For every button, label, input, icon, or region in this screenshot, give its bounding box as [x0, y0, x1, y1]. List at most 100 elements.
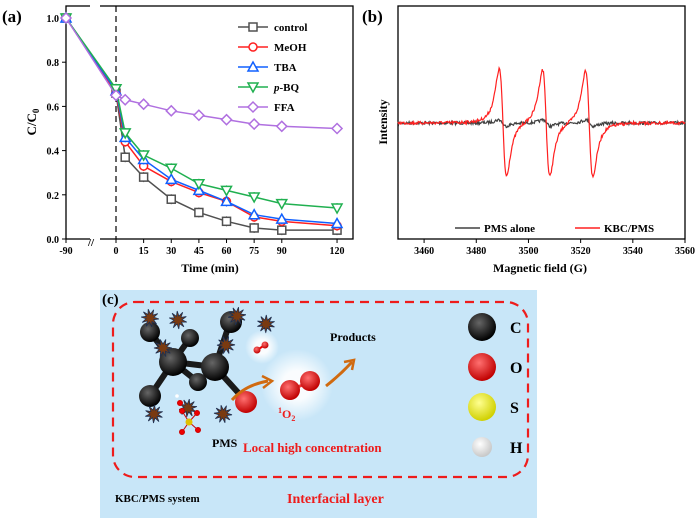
singlet-oxygen-label: 1O2 — [278, 406, 295, 423]
data-point — [275, 120, 288, 133]
x-tick-label: 0 — [114, 246, 119, 257]
data-point — [275, 198, 289, 211]
system-label: KBC/PMS system — [115, 493, 200, 505]
atom-legend-c-icon — [468, 313, 496, 341]
legend-label: control — [274, 22, 307, 34]
y-tick-label: 0.0 — [47, 235, 60, 246]
series-line — [65, 17, 338, 231]
panel-a-chart: (a) // -90 0 15 30 45 60 75 90 120 0.0 0.2 0.4 0.6 0.… — [2, 0, 354, 275]
atom-legend: C O S H — [468, 313, 523, 457]
legend-label: FFA — [274, 102, 295, 114]
panel-c-diagram: (c) PMS — [100, 290, 537, 518]
interfacial-layer-boundary — [111, 300, 530, 479]
data-point — [275, 212, 289, 224]
singlet-oxygen-molecule — [253, 341, 320, 400]
data-point — [109, 89, 123, 102]
data-point — [165, 104, 178, 117]
data-point — [138, 172, 149, 182]
series-line — [65, 17, 338, 209]
legend-rest: -BQ — [280, 82, 300, 94]
data-point — [247, 192, 261, 204]
legend-label-kbc-pms: KBC/PMS — [604, 223, 654, 235]
atom-legend-label: S — [510, 400, 519, 417]
catalytic-site-icon — [145, 404, 163, 424]
data-point — [120, 152, 130, 162]
data-point — [137, 150, 150, 162]
x-tick-label: 90 — [277, 246, 287, 257]
arrowhead-products — [343, 358, 356, 371]
atom-legend-label: O — [510, 360, 522, 377]
legend-italic: p — [273, 82, 280, 94]
products-label: Products — [330, 330, 376, 344]
local-high-concentration-label: Local high concentration — [243, 440, 382, 455]
panel-b-label: (b) — [362, 7, 383, 26]
data-point — [166, 194, 177, 204]
data-point — [164, 163, 178, 175]
x-axis-label-b: Magnetic field (G) — [493, 261, 587, 275]
x-tick-label: -90 — [59, 246, 72, 257]
interfacial-layer-label: Interfacial layer — [287, 492, 384, 507]
legend-marker — [248, 42, 258, 52]
x-tick-label: 3520 — [571, 246, 591, 257]
data-point — [59, 11, 73, 25]
data-point — [249, 223, 259, 233]
legend-label: p-BQ — [273, 82, 300, 94]
x-tick-label: 45 — [194, 246, 204, 257]
x-tick-label: 3540 — [623, 246, 643, 257]
data-point — [247, 208, 261, 220]
axis-break-gap — [90, 230, 100, 244]
y-tick-label: 0.6 — [47, 102, 60, 113]
legend-marker — [246, 60, 260, 72]
arrow-pms-to-o2 — [230, 379, 269, 402]
x-tick-label: 3500 — [518, 246, 538, 257]
axis-break-mark: // — [87, 237, 95, 249]
data-point — [277, 225, 287, 235]
catalytic-site-icon — [140, 309, 160, 327]
x-tick-label: 75 — [249, 246, 259, 257]
panel-b-chart: (b) 3460 3480 3500 3520 3540 3560 PMS alone K… — [362, 5, 695, 275]
x-tick-label: 120 — [330, 246, 345, 257]
data-point — [248, 118, 261, 131]
x-tick-label: 15 — [139, 246, 149, 257]
data-point — [330, 122, 344, 135]
x-axis-label: Time (min) — [181, 261, 238, 275]
data-point — [330, 203, 344, 215]
catalytic-site-icon — [213, 405, 233, 423]
data-point — [192, 109, 205, 122]
data-point — [119, 93, 132, 106]
data-point — [118, 128, 132, 140]
y-axis-label: C/C0 — [24, 108, 41, 135]
catalytic-site-icon — [216, 336, 236, 354]
atom-legend-h-icon — [472, 437, 492, 457]
legend-label: MeOH — [274, 42, 307, 54]
data-point — [137, 98, 150, 111]
plot-frame — [65, 5, 354, 240]
catalytic-site-icon — [257, 314, 275, 334]
axis-break-gap-top — [90, 0, 100, 12]
arrow-to-products — [325, 360, 354, 388]
y-tick-label: 0.8 — [47, 58, 60, 69]
data-point — [220, 113, 233, 126]
data-point — [109, 83, 123, 96]
spectrum-kbc-pms — [397, 65, 686, 179]
data-point — [220, 194, 233, 207]
series-ffa — [59, 11, 344, 135]
panel-a-label: (a) — [2, 7, 22, 26]
catalytic-sites — [140, 306, 275, 424]
atom-legend-label: H — [510, 440, 523, 457]
pms-molecule — [175, 394, 201, 435]
series-line — [65, 17, 338, 130]
x-tick-label: 3460 — [414, 246, 434, 257]
legend-label: TBA — [274, 62, 297, 74]
catalytic-site-icon — [169, 310, 187, 330]
data-point — [164, 172, 178, 185]
data-point — [194, 207, 204, 218]
data-point — [221, 216, 232, 227]
legend-marker — [246, 82, 260, 94]
y-tick-label: 0.4 — [47, 147, 60, 158]
legend-label-pms-alone: PMS alone — [484, 223, 535, 235]
x-tick-label: 60 — [222, 246, 232, 257]
catalytic-site-icon — [227, 306, 247, 326]
